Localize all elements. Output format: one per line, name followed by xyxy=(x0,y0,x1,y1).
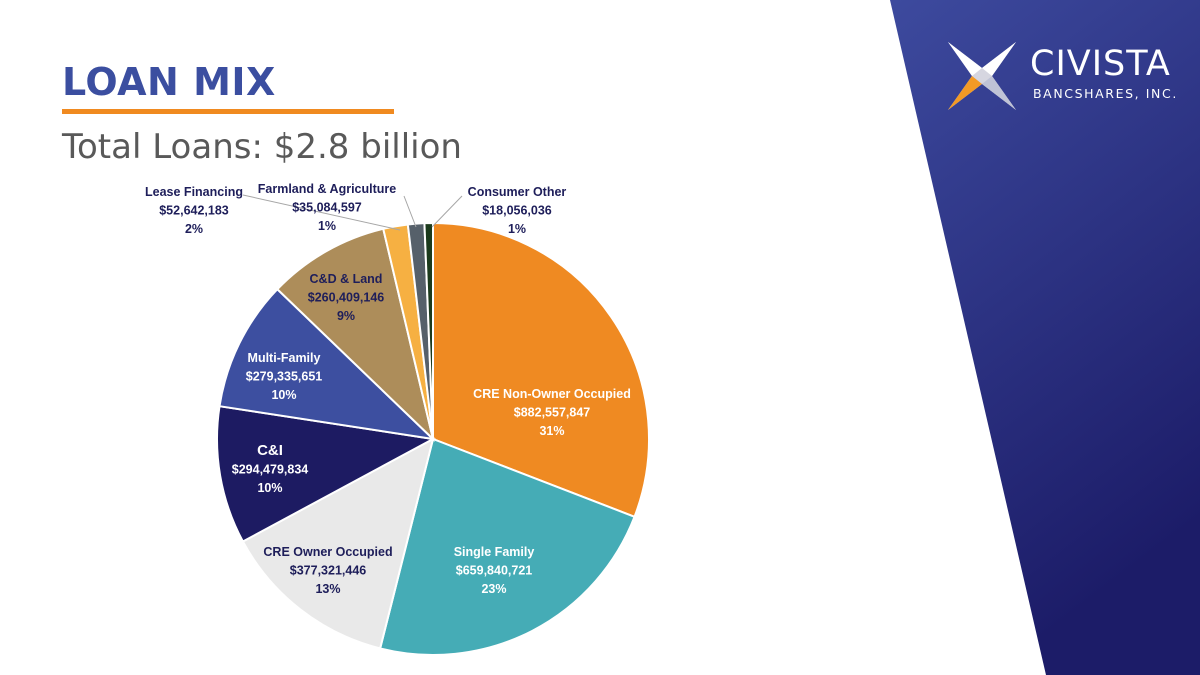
data-label-name-farmland-agriculture: Farmland & Agriculture xyxy=(258,182,396,196)
data-label-amount-single-family: $659,840,721 xyxy=(456,564,533,578)
data-label-percent-cre-non-owner-occupied: 31% xyxy=(539,424,564,438)
pie-slice-multi-family xyxy=(218,287,436,441)
background-band-shape xyxy=(890,0,1200,675)
pie-slice-c-d-land xyxy=(275,227,435,443)
data-label-percent-cre-owner-occupied: 13% xyxy=(315,582,340,596)
pie-labels: CRE Non-Owner Occupied $882,557,847 31% Sin… xyxy=(145,182,631,596)
leader-line-lease-financing xyxy=(242,194,401,231)
data-label-name-multi-family: Multi-Family xyxy=(248,351,321,365)
data-label-percent-lease-financing: 2% xyxy=(185,222,203,236)
data-label-name-cre-owner-occupied: CRE Owner Occupied xyxy=(263,545,392,559)
page-title: LOAN MIX xyxy=(62,60,276,104)
data-label-amount-multi-family: $279,335,651 xyxy=(246,370,323,384)
data-label-amount-farmland-agriculture: $35,084,597 xyxy=(292,201,362,215)
data-label-percent-consumer-other: 1% xyxy=(508,222,526,236)
pie-slice-consumer-other xyxy=(423,221,434,440)
data-label-name-consumer-other: Consumer Other xyxy=(468,185,567,199)
data-label-percent-multi-family: 10% xyxy=(271,388,296,402)
leader-line-consumer-other xyxy=(431,195,463,228)
data-label-amount-cre-non-owner-occupied: $882,557,847 xyxy=(514,406,591,420)
company-logo: CIVISTA BANCSHARES, INC. xyxy=(944,40,1184,112)
data-label-percent-single-family: 23% xyxy=(481,582,506,596)
logo-star-icon xyxy=(948,42,1016,110)
pie-slices xyxy=(216,221,650,656)
data-label-name-cre-non-owner-occupied: CRE Non-Owner Occupied xyxy=(473,387,631,401)
leader-line-farmland-agriculture xyxy=(403,195,417,228)
pie-slice-single-family xyxy=(378,437,636,656)
title-underline xyxy=(62,109,394,114)
pie-slice-cre-owner-occupied xyxy=(241,437,435,650)
data-label-amount-c-d-land: $260,409,146 xyxy=(308,291,385,305)
logo-subtitle: BANCSHARES, INC. xyxy=(1033,86,1178,101)
data-label-name-c-d-land: C&D & Land xyxy=(310,272,383,286)
data-label-amount-cre-owner-occupied: $377,321,446 xyxy=(290,564,367,578)
pie-slice-cre-non-owner-occupied xyxy=(432,221,650,519)
data-label-amount-c-i: $294,479,834 xyxy=(232,463,309,477)
data-label-percent-c-i: 10% xyxy=(257,481,282,495)
logo-name: CIVISTA xyxy=(1030,44,1171,84)
page-subtitle: Total Loans: $2.8 billion xyxy=(62,127,462,167)
data-label-amount-consumer-other: $18,056,036 xyxy=(482,204,552,218)
data-label-name-lease-financing: Lease Financing xyxy=(145,185,243,199)
data-label-name-single-family: Single Family xyxy=(454,545,535,559)
pie-slice-c-i xyxy=(216,405,437,543)
data-label-name-c-i: C&I xyxy=(257,442,283,459)
data-label-amount-lease-financing: $52,642,183 xyxy=(159,204,229,218)
data-label-percent-c-d-land: 9% xyxy=(337,309,355,323)
data-label-percent-farmland-agriculture: 1% xyxy=(318,219,336,233)
